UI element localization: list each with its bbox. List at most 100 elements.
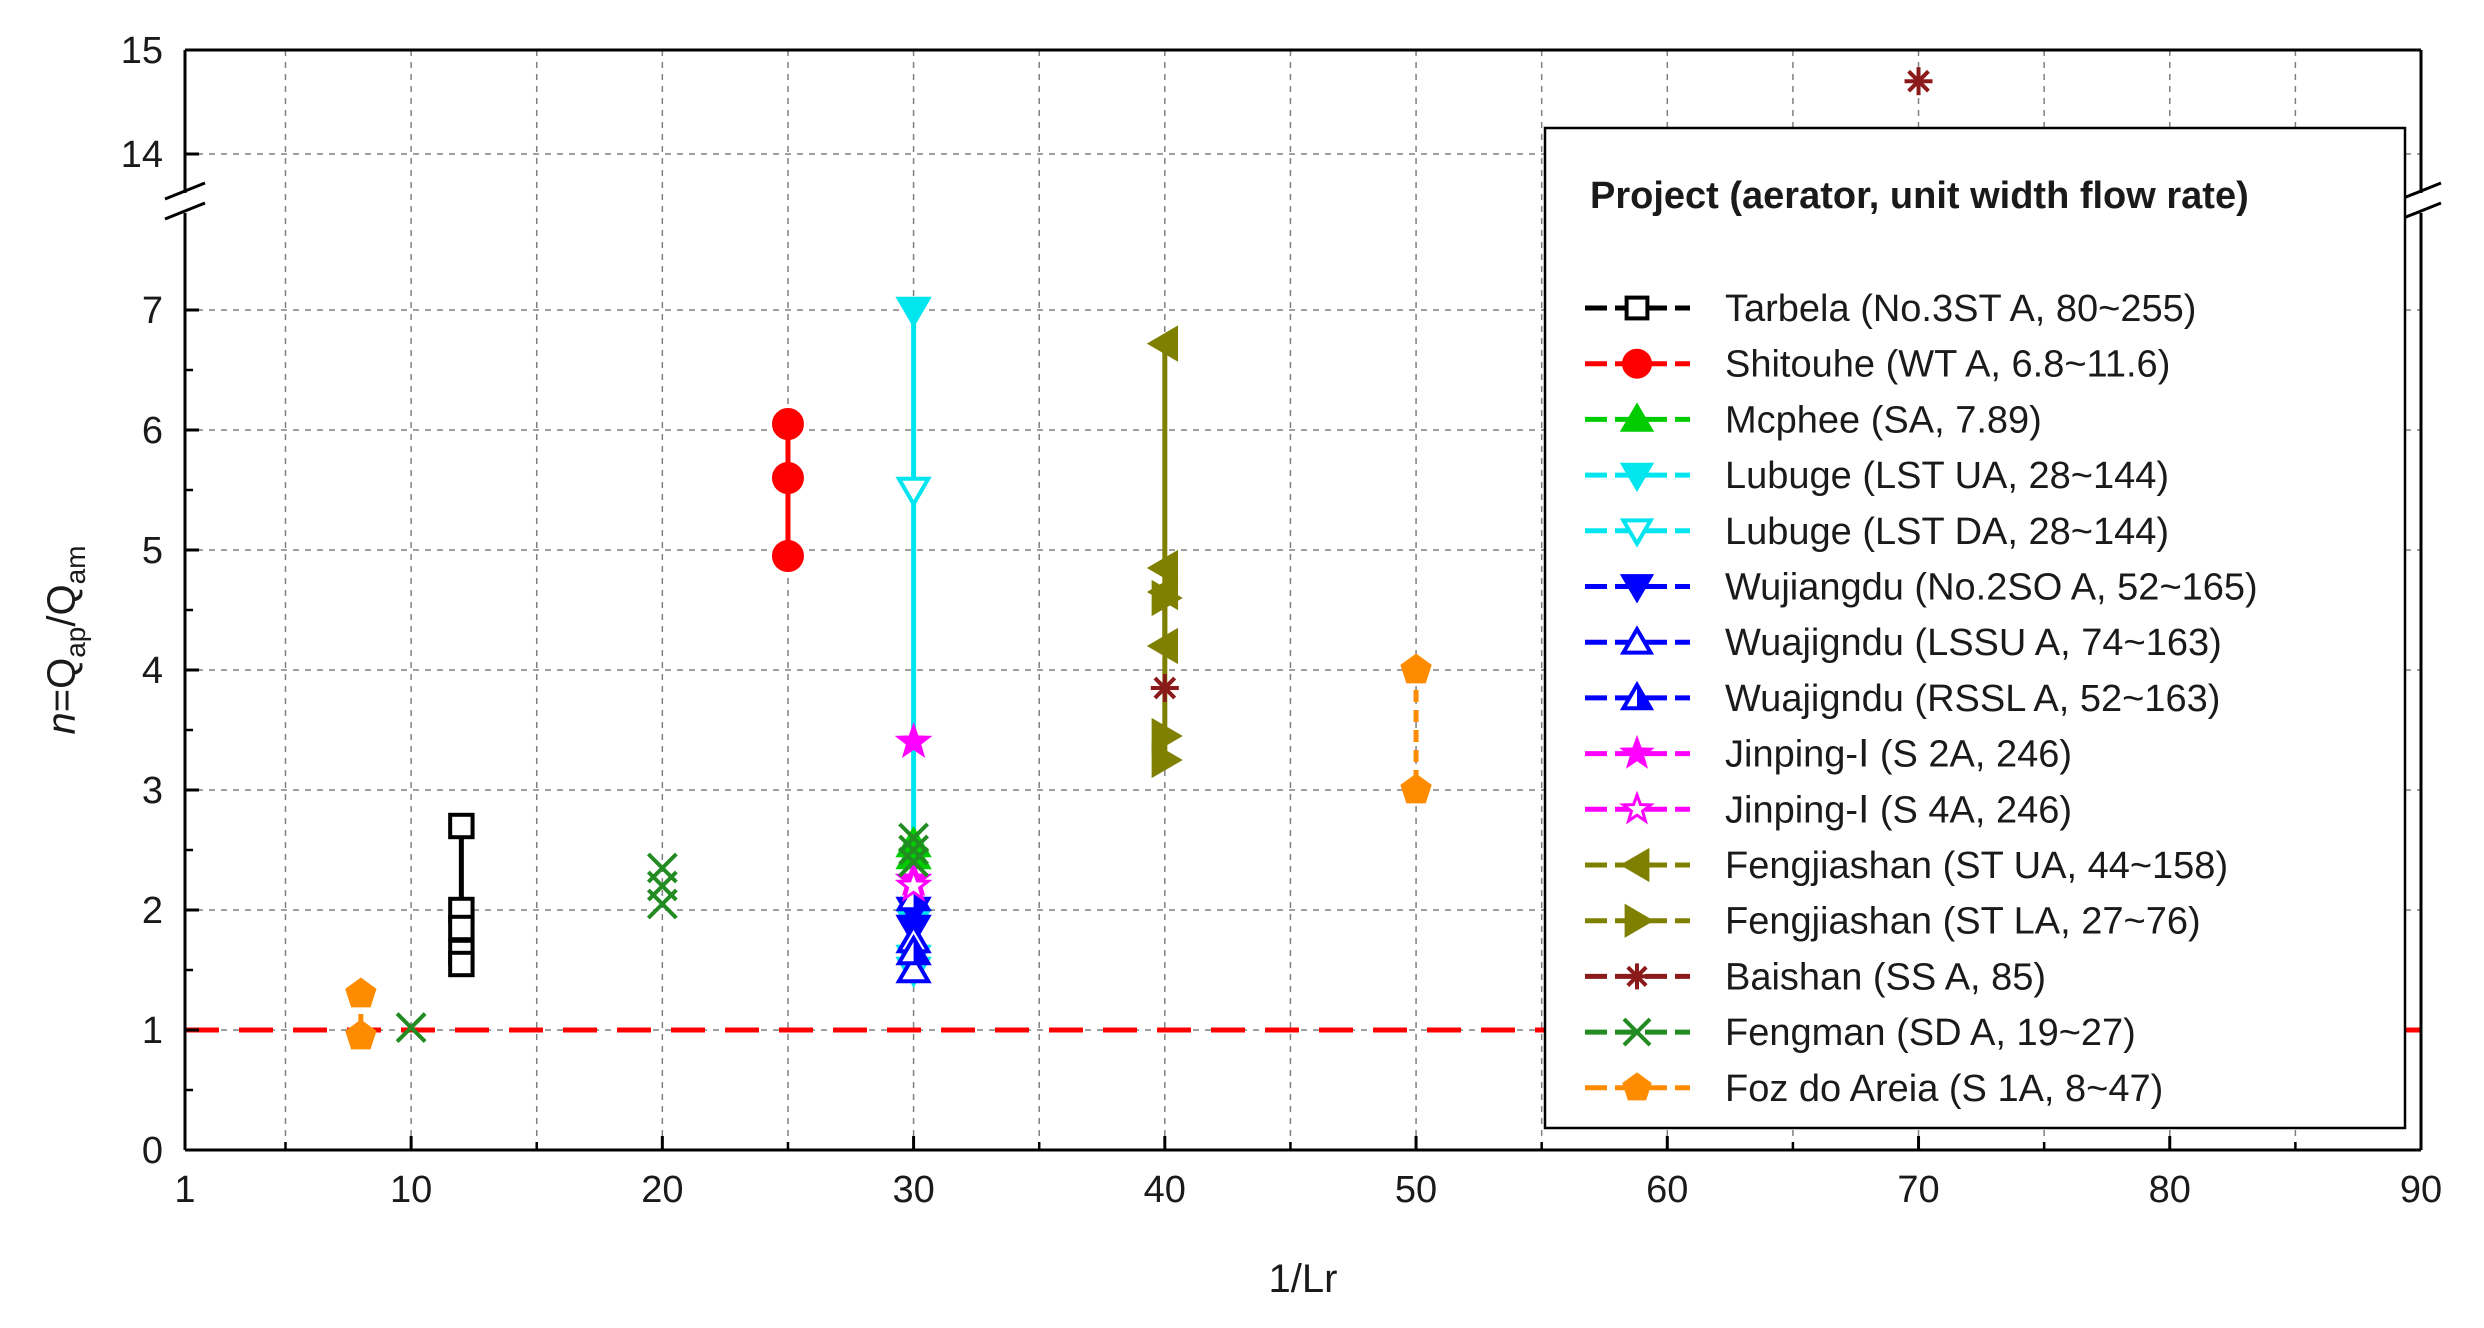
data-point [1146,549,1179,587]
data-point [898,846,929,878]
marker-asterisk-arm [1626,965,1648,988]
legend-item: Lubuge (LST DA, 28~144) [1585,511,2169,553]
marker-square [448,950,475,978]
legend-label: Fengjiashan (ST LA, 27~76) [1725,901,2201,943]
legend-item: Lubuge (LST UA, 28~144) [1585,455,2169,497]
y-axis-title-eq: =Q [40,658,84,712]
legend-label: Wujiangdu (No.2SO A, 52~165) [1725,567,2258,609]
marker-pentagon [345,1019,377,1050]
legend-label: Shitouhe (WT A, 6.8~11.6) [1725,344,2170,386]
marker-triangle-half-fill [913,884,929,910]
legend-label: Fengman (SD A, 19~27) [1725,1012,2136,1054]
marker-star [894,866,933,903]
marker-triangle-left [1146,627,1179,665]
marker-circle [771,462,804,494]
marker-x-b [898,822,929,854]
marker-pentagon [1400,773,1432,804]
legend-item: Fengjiashan (ST LA, 27~76) [1585,901,2201,943]
marker-star [1619,734,1655,769]
axis-break-mark [164,181,206,201]
legend-item: Jinping-Ⅰ (S 2A, 246) [1585,734,2072,776]
y-axis-title: n=Qap/Qam [40,545,91,734]
legend-label: Foz do Areia (S 1A, 8~47) [1725,1068,2163,1110]
legend-item: Fengman (SD A, 19~27) [1585,1012,2136,1054]
legend-title: Project (aerator, unit width flow rate) [1590,175,2249,217]
data-point [448,914,475,942]
marker-triangle-up [1619,625,1655,655]
marker-triangle-right [1624,903,1654,938]
y-axis-title-am: am [60,545,91,584]
legend-item: Foz do Areia (S 1A, 8~47) [1585,1068,2163,1110]
legend-item: Fengjiashan (ST UA, 44~158) [1585,845,2228,887]
y-tick-label: 15 [121,30,163,72]
data-point [894,866,933,903]
legend-label: Mcphee (SA, 7.89) [1725,399,2042,441]
legend-label: Wuajigndu (LSSU A, 74~163) [1725,622,2222,664]
marker-triangle-left [1146,325,1179,362]
y-tick-label: 6 [142,410,163,452]
marker-x-b [395,1012,427,1044]
data-point [345,1019,377,1050]
y-tick-label: 14 [121,134,163,176]
data-point [895,952,932,984]
x-axis-title: 1/Lr [1269,1257,1338,1301]
marker-star [894,722,933,759]
marker-x-b [898,834,929,866]
legend-item: Wuajigndu (RSSL A, 52~163) [1585,678,2220,720]
legend-box [1543,126,2407,1130]
marker-triangle-down [895,296,932,328]
data-point [895,934,932,966]
data-point [894,722,933,759]
legend-item: Mcphee (SA, 7.89) [1585,399,2042,441]
data-point [898,834,929,866]
legend-item: Tarbela (No.3ST A, 80~255) [1585,288,2196,330]
legend-item: Wujiangdu (No.2SO A, 52~165) [1585,567,2258,609]
data-point [1400,773,1432,804]
marker-square [1624,295,1650,321]
marker-triangle-half-fill [1637,684,1651,709]
marker-pentagon [345,977,377,1008]
y-tick-label: 5 [142,530,163,572]
marker-asterisk-arm [1907,69,1930,93]
x-tick-label: 80 [2149,1169,2191,1211]
data-point [1151,579,1183,617]
x-tick-label: 50 [1395,1169,1437,1211]
series-14 [345,653,1432,1050]
marker-triangle-up [1619,402,1655,432]
y-axis-title-n: n [40,712,84,734]
x-tick-label: 70 [1897,1169,1939,1211]
data-point [771,462,804,494]
marker-triangle-left [1146,549,1179,587]
data-point [1150,674,1179,702]
marker-pentagon [1400,653,1432,684]
data-point [1146,627,1179,665]
data-point [1400,653,1432,684]
data-point [771,408,804,440]
series-9 [894,866,933,903]
marker-square [448,914,475,942]
legend-label: Fengjiashan (ST UA, 44~158) [1725,845,2228,887]
y-tick-label: 2 [142,890,163,932]
data-point [448,812,475,840]
marker-x-b [646,888,678,920]
marker-x-b [1622,1017,1652,1047]
data-point [1146,325,1179,362]
y-tick-label: 1 [142,1010,163,1052]
x-tick-label: 40 [1144,1169,1186,1211]
data-point [1151,717,1183,755]
y-tick-label: 7 [142,290,163,332]
legend-label: Tarbela (No.3ST A, 80~255) [1725,288,2196,330]
marker-square [448,812,475,840]
legend-label: Wuajigndu (RSSL A, 52~163) [1725,678,2220,720]
x-tick-label: 60 [1646,1169,1688,1211]
marker-triangle-right [1151,717,1183,755]
marker-triangle-half-fill [913,938,929,964]
marker-triangle-down [1619,574,1655,604]
legend-label: Lubuge (LST UA, 28~144) [1725,455,2169,497]
data-point [448,950,475,978]
series-12 [1150,67,1933,702]
y-tick-label: 3 [142,770,163,812]
marker-x-b [898,846,929,878]
